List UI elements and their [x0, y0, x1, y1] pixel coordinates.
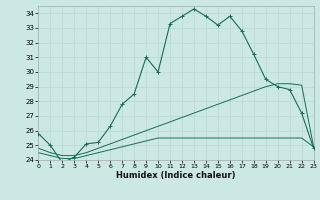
- X-axis label: Humidex (Indice chaleur): Humidex (Indice chaleur): [116, 171, 236, 180]
